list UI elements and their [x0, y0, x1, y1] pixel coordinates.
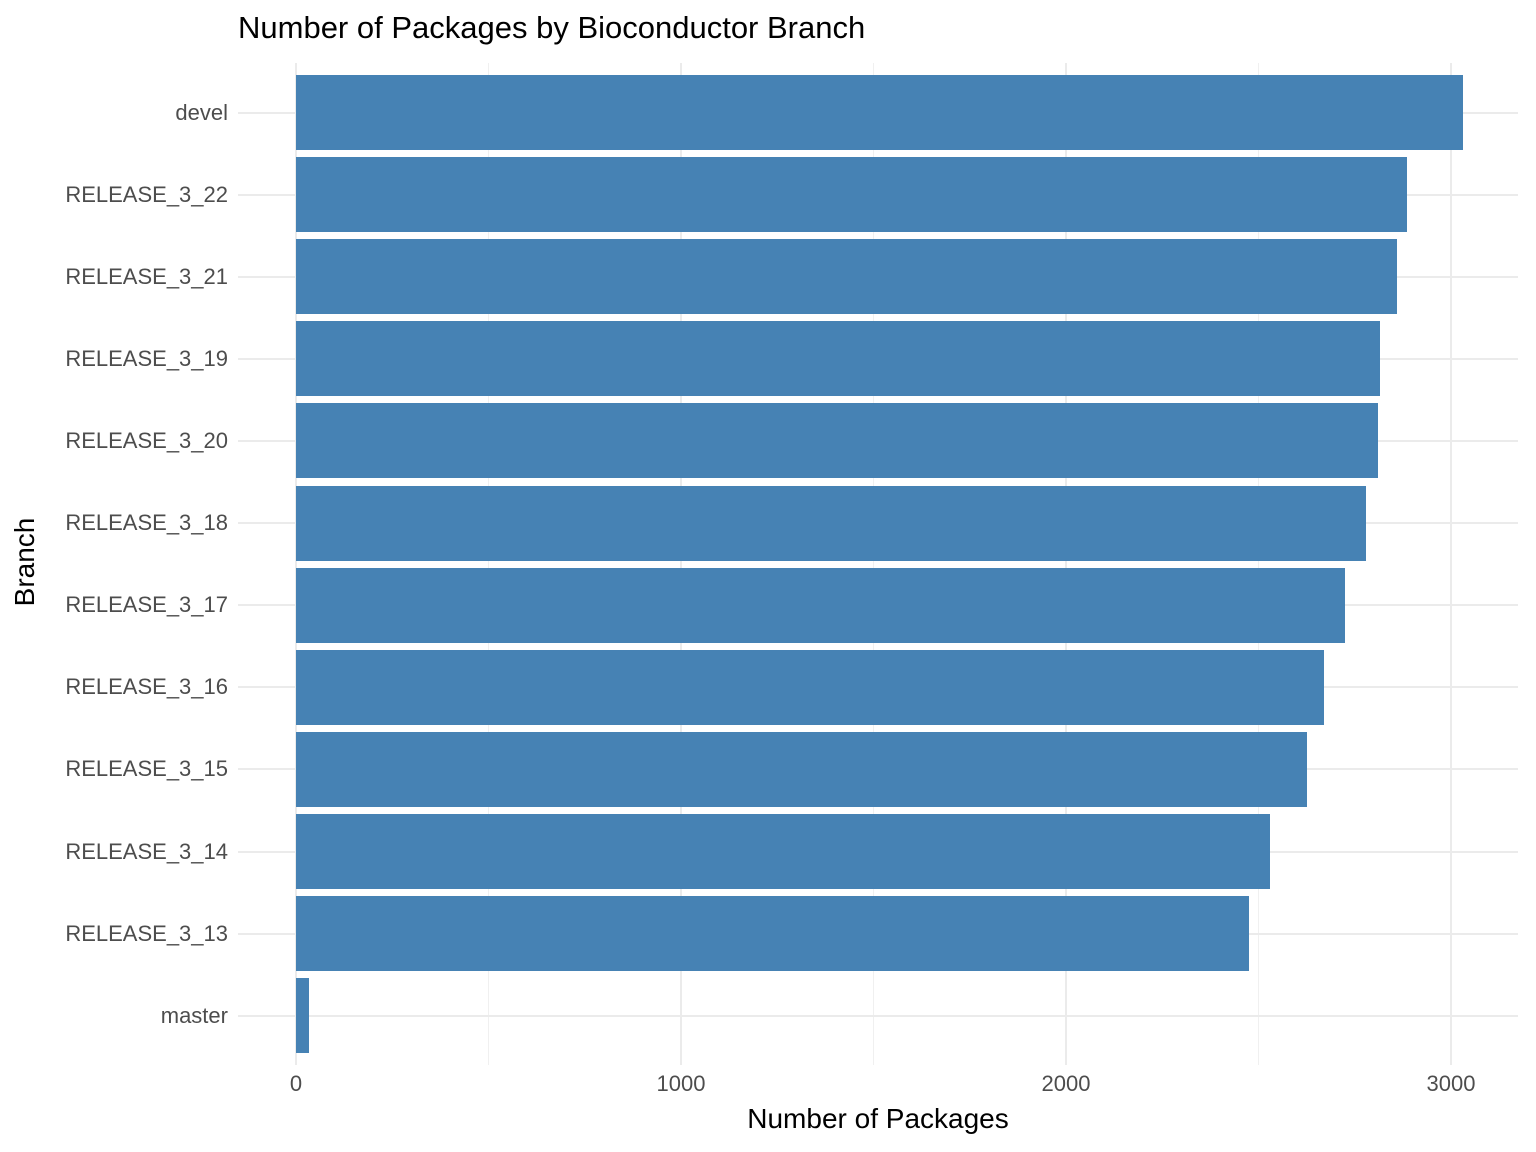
x-major-gridline	[1450, 63, 1452, 1065]
x-major-gridline	[680, 63, 682, 1065]
x-tick-label-2000: 2000	[1041, 1071, 1091, 1096]
x-tick-label-3000: 3000	[1426, 1071, 1476, 1096]
y-axis-title: Branch	[9, 517, 40, 607]
y-tick-label-release_3_21: RELEASE_3_21	[65, 263, 228, 289]
y-tick-label-release_3_19: RELEASE_3_19	[65, 345, 228, 371]
bar-devel	[296, 75, 1463, 150]
bar-release_3_14	[296, 814, 1271, 890]
x-tick-label-0: 0	[289, 1071, 303, 1096]
bar-release_3_19	[296, 321, 1380, 397]
y-tick-label-release_3_13: RELEASE_3_13	[65, 920, 228, 946]
plot-panel	[238, 63, 1518, 1065]
y-major-gridline	[238, 1014, 1518, 1017]
y-tick-label-release_3_17: RELEASE_3_17	[65, 592, 228, 618]
y-tick-label-release_3_22: RELEASE_3_22	[65, 181, 228, 207]
bar-release_3_22	[296, 157, 1407, 233]
y-tick-label-release_3_18: RELEASE_3_18	[65, 510, 228, 536]
y-tick-label-release_3_15: RELEASE_3_15	[65, 756, 228, 782]
bar-release_3_13	[296, 896, 1249, 972]
bar-release_3_15	[296, 731, 1307, 807]
bar-release_3_21	[296, 239, 1398, 315]
bar-release_3_16	[296, 649, 1324, 725]
chart-title: Number of Packages by Bioconductor Branc…	[238, 10, 866, 45]
bar-release_3_17	[296, 567, 1346, 643]
x-minor-gridline	[1258, 63, 1259, 1065]
y-tick-label-release_3_20: RELEASE_3_20	[65, 427, 228, 453]
y-tick-label-master: master	[160, 1002, 228, 1028]
x-major-gridline	[295, 63, 297, 1065]
bar-release_3_18	[296, 485, 1367, 561]
y-tick-label-release_3_16: RELEASE_3_16	[65, 674, 228, 700]
x-axis-title: Number of Packages	[747, 1103, 1009, 1134]
x-tick-label-1000: 1000	[656, 1071, 706, 1096]
y-tick-label-release_3_14: RELEASE_3_14	[65, 838, 228, 864]
bar-master	[296, 978, 309, 1054]
x-minor-gridline	[873, 63, 874, 1065]
y-tick-label-devel: devel	[175, 99, 228, 125]
bar-release_3_20	[296, 403, 1378, 479]
x-minor-gridline	[488, 63, 489, 1065]
x-major-gridline	[1065, 63, 1067, 1065]
